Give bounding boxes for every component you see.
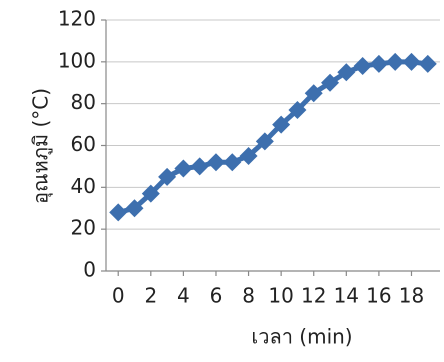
data-point (402, 53, 420, 71)
y-tick-label: 20 (71, 216, 96, 240)
data-point (370, 55, 388, 73)
y-tick-label: 0 (83, 258, 96, 282)
x-tick-label: 18 (399, 284, 424, 308)
data-point (419, 55, 437, 73)
data-point (109, 203, 127, 221)
x-tick-label: 0 (112, 284, 125, 308)
page: เวลา (min) อุณหภูมิ (°C) 020406080100120… (0, 0, 444, 362)
data-point (174, 160, 192, 178)
x-tick-label: 6 (210, 284, 223, 308)
chart: เวลา (min) อุณหภูมิ (°C) 020406080100120… (0, 0, 444, 362)
data-point (207, 153, 225, 171)
series-line (118, 62, 428, 213)
y-axis-label: อุณหภูมิ (°C) (29, 88, 54, 204)
y-tick-label: 60 (71, 132, 96, 156)
y-tick-label: 120 (58, 7, 96, 31)
data-point (386, 53, 404, 71)
x-tick-label: 8 (242, 284, 255, 308)
x-tick-label: 16 (366, 284, 391, 308)
data-point (354, 57, 372, 75)
y-tick-label: 100 (58, 48, 96, 72)
x-tick-label: 14 (334, 284, 359, 308)
x-tick-label: 2 (144, 284, 157, 308)
y-tick-label: 40 (71, 174, 96, 198)
data-point (223, 153, 241, 171)
y-tick-label: 80 (71, 90, 96, 114)
x-axis-label: เวลา (min) (251, 325, 352, 349)
x-tick-label: 4 (177, 284, 190, 308)
x-tick-label: 12 (301, 284, 326, 308)
x-tick-label: 10 (268, 284, 293, 308)
data-point (191, 157, 209, 175)
